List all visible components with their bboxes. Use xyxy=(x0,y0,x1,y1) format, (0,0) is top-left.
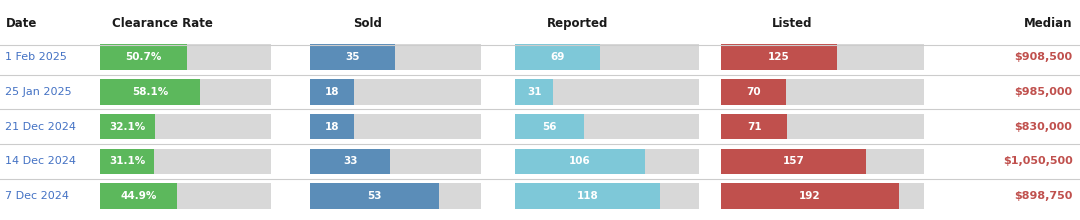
Bar xyxy=(310,114,481,139)
Bar xyxy=(515,183,660,209)
Bar xyxy=(721,183,899,209)
Text: 53: 53 xyxy=(367,191,382,201)
Text: Listed: Listed xyxy=(771,16,812,30)
Bar xyxy=(515,44,699,70)
Text: 44.9%: 44.9% xyxy=(121,191,157,201)
Text: 192: 192 xyxy=(799,191,821,201)
Text: 7 Dec 2024: 7 Dec 2024 xyxy=(5,191,69,201)
Bar xyxy=(515,149,699,174)
Bar xyxy=(310,79,481,105)
Text: 71: 71 xyxy=(747,122,761,132)
Text: 50.7%: 50.7% xyxy=(125,52,162,62)
Bar xyxy=(100,114,156,139)
Bar xyxy=(310,44,481,70)
Text: 58.1%: 58.1% xyxy=(132,87,168,97)
Text: Date: Date xyxy=(5,16,37,30)
Text: 70: 70 xyxy=(746,87,761,97)
Text: 33: 33 xyxy=(343,156,357,167)
Bar xyxy=(100,79,200,105)
Bar xyxy=(100,183,271,209)
Bar xyxy=(721,44,837,70)
Bar xyxy=(310,79,354,105)
Text: 18: 18 xyxy=(325,122,339,132)
Text: 106: 106 xyxy=(569,156,591,167)
Bar xyxy=(100,149,271,174)
Text: 32.1%: 32.1% xyxy=(110,122,146,132)
Text: 1 Feb 2025: 1 Feb 2025 xyxy=(5,52,67,62)
Text: 69: 69 xyxy=(550,52,565,62)
Text: 31.1%: 31.1% xyxy=(109,156,145,167)
Text: 157: 157 xyxy=(783,156,805,167)
Bar xyxy=(721,114,924,139)
Text: 118: 118 xyxy=(577,191,598,201)
Bar xyxy=(721,114,787,139)
Text: Reported: Reported xyxy=(548,16,608,30)
Text: $830,000: $830,000 xyxy=(1014,122,1072,132)
Bar xyxy=(100,44,271,70)
Text: Median: Median xyxy=(1024,16,1072,30)
Text: 35: 35 xyxy=(346,52,360,62)
Bar xyxy=(721,79,786,105)
Bar xyxy=(721,149,866,174)
Bar xyxy=(100,149,153,174)
Bar xyxy=(100,114,271,139)
Text: $908,500: $908,500 xyxy=(1014,52,1072,62)
Bar xyxy=(721,149,924,174)
Bar xyxy=(721,183,924,209)
Bar xyxy=(310,149,481,174)
Bar xyxy=(515,79,699,105)
Text: $985,000: $985,000 xyxy=(1014,87,1072,97)
Bar xyxy=(310,149,390,174)
Text: 18: 18 xyxy=(325,87,339,97)
Bar xyxy=(310,183,481,209)
Text: 31: 31 xyxy=(527,87,541,97)
Bar xyxy=(310,114,354,139)
Text: 56: 56 xyxy=(542,122,556,132)
Bar xyxy=(721,79,924,105)
Bar xyxy=(515,44,599,70)
Bar xyxy=(100,44,187,70)
Text: Clearance Rate: Clearance Rate xyxy=(111,16,213,30)
Bar xyxy=(310,44,395,70)
Text: $1,050,500: $1,050,500 xyxy=(1002,156,1072,167)
Bar xyxy=(721,44,924,70)
Text: 21 Dec 2024: 21 Dec 2024 xyxy=(5,122,77,132)
Text: Sold: Sold xyxy=(353,16,381,30)
Text: 14 Dec 2024: 14 Dec 2024 xyxy=(5,156,77,167)
Bar xyxy=(515,149,645,174)
Bar xyxy=(100,183,177,209)
Text: 125: 125 xyxy=(768,52,789,62)
Bar xyxy=(100,79,271,105)
Bar xyxy=(515,79,553,105)
Bar xyxy=(515,114,583,139)
Bar xyxy=(515,114,699,139)
Text: 25 Jan 2025: 25 Jan 2025 xyxy=(5,87,72,97)
Text: $898,750: $898,750 xyxy=(1014,191,1072,201)
Bar xyxy=(515,183,699,209)
Bar xyxy=(310,183,440,209)
